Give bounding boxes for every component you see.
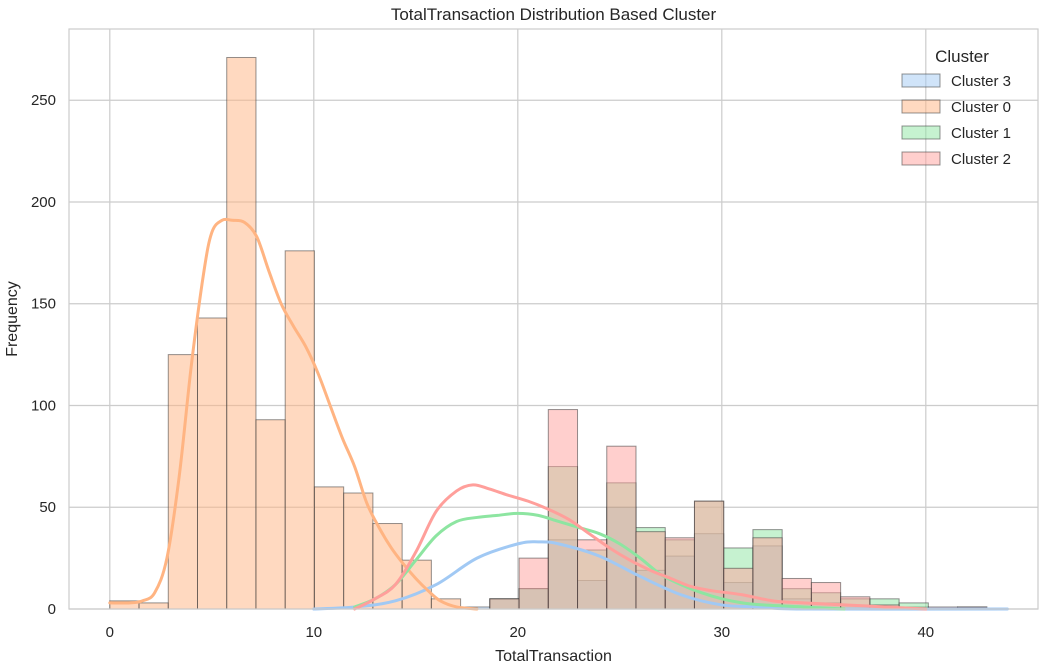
histogram-bar [138, 602, 169, 610]
x-tick-label: 10 [305, 624, 322, 641]
bar-series-cluster-2 [489, 409, 988, 610]
y-tick-label: 100 [31, 397, 56, 414]
x-axis-label: TotalTransaction [495, 648, 612, 665]
kde-line-cluster-0 [108, 217, 479, 611]
legend-swatch [901, 125, 941, 140]
legend-label: Cluster 0 [951, 99, 1011, 116]
kde-line-cluster-2 [353, 483, 928, 611]
y-tick-label: 150 [31, 296, 56, 313]
histogram-bar [226, 56, 257, 610]
x-tick-label: 30 [713, 624, 730, 641]
histogram-bar [313, 486, 345, 610]
histogram-bar [489, 598, 520, 610]
histogram-bar [196, 317, 228, 610]
kde-line-cluster-3 [312, 540, 1009, 611]
legend-label: Cluster 1 [951, 125, 1011, 142]
legend-swatch [901, 73, 941, 88]
histogram-bar [167, 354, 198, 610]
histogram-bar [255, 419, 286, 610]
histogram-bar [547, 409, 579, 610]
histogram-bar [606, 445, 637, 610]
histogram-bar [284, 250, 315, 610]
bars-layer [109, 56, 988, 610]
histogram-bar [372, 523, 403, 610]
histogram-bar [343, 492, 374, 610]
y-tick-label: 50 [39, 499, 56, 516]
legend-label: Cluster 3 [951, 73, 1011, 90]
x-tick-label: 0 [106, 624, 114, 641]
plot-frame [68, 28, 1039, 610]
y-axis-label: Frequency [4, 281, 21, 357]
y-tick-label: 200 [31, 194, 56, 211]
legend-title: Cluster [935, 47, 989, 66]
chart-title: TotalTransaction Distribution Based Clus… [391, 5, 717, 24]
bar-series-cluster-0 [109, 56, 462, 610]
legend-label: Cluster 2 [951, 151, 1011, 168]
histogram-bar [518, 557, 549, 610]
x-tick-label: 40 [917, 624, 934, 641]
legend-swatch [901, 99, 941, 114]
kde-layer [108, 217, 1009, 611]
ticks-layer: 0 10 20 30 40 0 50 100 150 200 250 [31, 92, 934, 641]
y-tick-label: 250 [31, 92, 56, 109]
x-tick-label: 20 [509, 624, 526, 641]
legend-items: Cluster 3 Cluster 0 Cluster 1 Cluster 2 [901, 73, 1011, 168]
y-tick-label: 0 [48, 601, 56, 618]
legend-swatch [901, 151, 941, 166]
